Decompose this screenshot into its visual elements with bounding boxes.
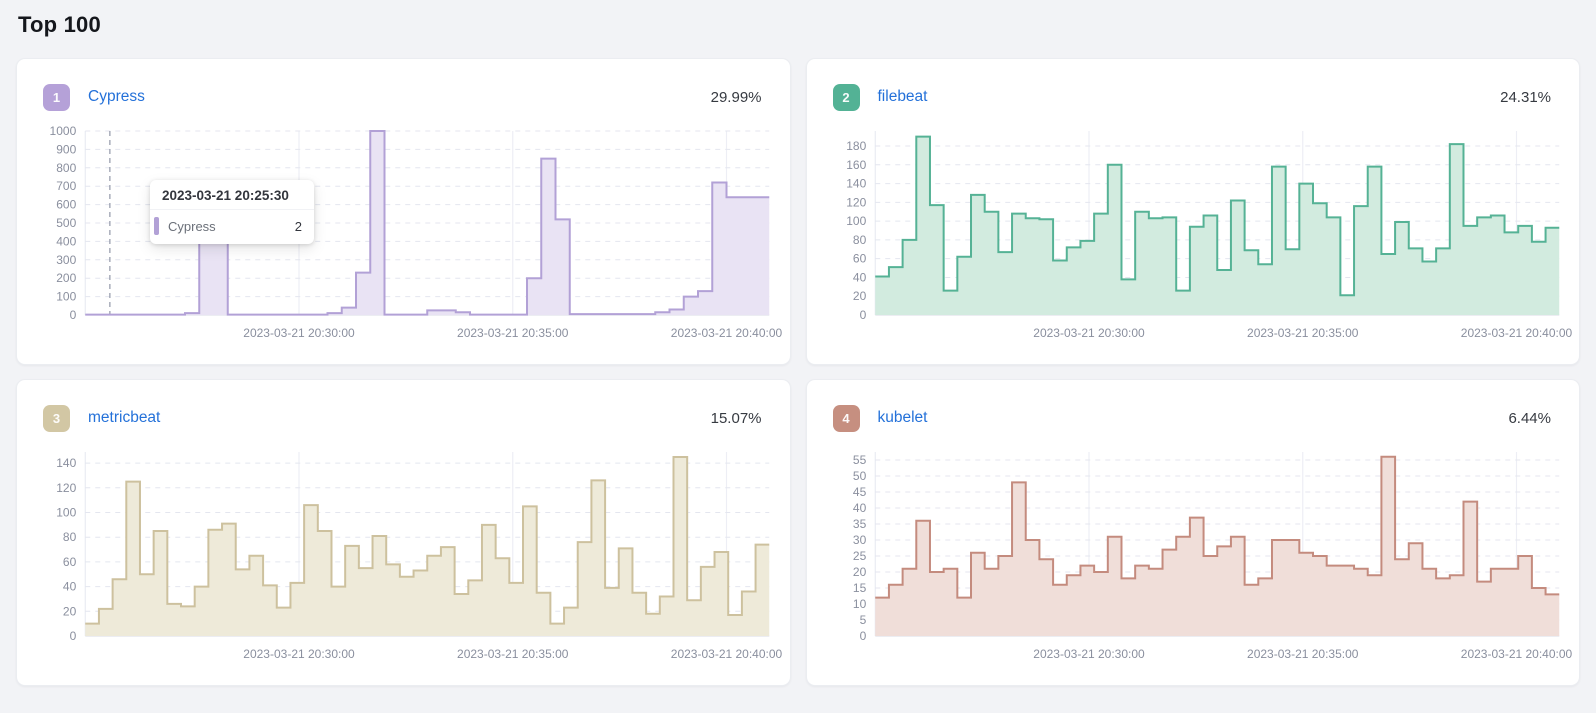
series-link-filebeat[interactable]: filebeat (877, 88, 928, 105)
svg-text:2023-03-21 20:35:00: 2023-03-21 20:35:00 (457, 326, 569, 340)
svg-text:2023-03-21 20:35:00: 2023-03-21 20:35:00 (1247, 326, 1359, 340)
chart-card-filebeat: 2 filebeat 24.31% 0 20 40 60 80 100 120 140 160 1… (805, 58, 1580, 365)
svg-text:35: 35 (852, 517, 866, 531)
svg-text:15: 15 (852, 581, 866, 595)
svg-text:20: 20 (852, 289, 866, 303)
area-chart-filebeat[interactable]: 0 20 40 60 80 100 120 140 160 180 2023-03-21 20:30… (823, 123, 1572, 345)
series-link-kubelet[interactable]: kubelet (877, 409, 928, 426)
tooltip-series-name: Cypress (168, 218, 216, 234)
card-header: 3 metricbeat 15.07% (43, 404, 762, 432)
svg-text:180: 180 (846, 139, 866, 153)
svg-text:25: 25 (852, 549, 866, 563)
chart-card-metricbeat: 3 metricbeat 15.07% 0 20 40 60 80 100 120 140 20… (16, 379, 791, 686)
svg-text:2023-03-21 20:30:00: 2023-03-21 20:30:00 (243, 647, 355, 661)
percent-value: 24.31% (1500, 88, 1551, 106)
card-header: 4 kubelet 6.44% (832, 404, 1551, 432)
svg-text:140: 140 (846, 177, 866, 191)
chart-tooltip: 2023-03-21 20:25:30 Cypress 2 (150, 180, 314, 244)
tooltip-timestamp: 2023-03-21 20:25:30 (150, 180, 314, 210)
svg-text:2023-03-21 20:40:00: 2023-03-21 20:40:00 (1460, 326, 1572, 340)
svg-text:600: 600 (56, 198, 76, 212)
svg-text:2023-03-21 20:35:00: 2023-03-21 20:35:00 (1247, 647, 1359, 661)
svg-text:120: 120 (846, 195, 866, 209)
svg-text:5: 5 (859, 613, 866, 627)
svg-text:2023-03-21 20:30:00: 2023-03-21 20:30:00 (1033, 647, 1145, 661)
svg-text:55: 55 (852, 453, 866, 467)
svg-text:2023-03-21 20:35:00: 2023-03-21 20:35:00 (457, 647, 569, 661)
svg-text:80: 80 (63, 530, 77, 544)
svg-text:0: 0 (70, 308, 77, 322)
svg-text:120: 120 (56, 481, 76, 495)
svg-text:40: 40 (63, 580, 77, 594)
svg-text:900: 900 (56, 142, 76, 156)
svg-text:200: 200 (56, 271, 76, 285)
svg-text:300: 300 (56, 253, 76, 267)
rank-badge: 4 (832, 404, 860, 432)
svg-text:2023-03-21 20:30:00: 2023-03-21 20:30:00 (243, 326, 355, 340)
rank-badge: 1 (43, 83, 70, 111)
svg-text:20: 20 (63, 604, 77, 618)
area-chart-cypress[interactable]: 0 100 200 300 400 500 600 700 800 900 1000 2023-03-… (33, 123, 783, 345)
area-chart-metricbeat[interactable]: 0 20 40 60 80 100 120 140 2023-03-21 20:30:00 202… (33, 444, 783, 666)
svg-text:20: 20 (852, 565, 866, 579)
area-chart-kubelet[interactable]: 0 5 10 15 20 25 30 35 40 45 50 55 2023-03-21 20:30:0… (823, 444, 1572, 666)
svg-text:2023-03-21 20:40:00: 2023-03-21 20:40:00 (671, 647, 783, 661)
tooltip-row: Cypress 2 (150, 210, 314, 244)
svg-text:100: 100 (56, 290, 76, 304)
svg-text:160: 160 (846, 158, 866, 172)
svg-text:60: 60 (852, 252, 866, 266)
svg-text:50: 50 (852, 469, 866, 483)
percent-value: 15.07% (710, 409, 762, 427)
percent-value: 29.99% (710, 88, 762, 106)
tooltip-value: 2 (294, 218, 302, 234)
svg-text:30: 30 (852, 533, 866, 547)
svg-text:2023-03-21 20:30:00: 2023-03-21 20:30:00 (1033, 326, 1145, 340)
svg-text:100: 100 (846, 214, 866, 228)
svg-text:40: 40 (852, 270, 866, 284)
charts-grid: 1 Cypress 29.99% 0 100 200 300 400 500 600 700 8… (16, 58, 1580, 686)
svg-text:140: 140 (56, 456, 76, 470)
svg-text:800: 800 (56, 161, 76, 175)
svg-text:10: 10 (852, 597, 866, 611)
svg-text:0: 0 (859, 629, 866, 643)
svg-text:500: 500 (56, 216, 76, 230)
svg-text:0: 0 (70, 629, 77, 643)
percent-value: 6.44% (1508, 409, 1551, 427)
card-header: 1 Cypress 29.99% (43, 83, 762, 111)
svg-text:40: 40 (852, 501, 866, 515)
series-link-cypress[interactable]: Cypress (88, 88, 145, 105)
svg-text:60: 60 (63, 555, 77, 569)
svg-text:2023-03-21 20:40:00: 2023-03-21 20:40:00 (671, 326, 783, 340)
card-header: 2 filebeat 24.31% (832, 83, 1551, 111)
svg-text:400: 400 (56, 234, 76, 248)
svg-text:80: 80 (852, 233, 866, 247)
rank-badge: 3 (43, 404, 70, 432)
svg-text:45: 45 (852, 485, 866, 499)
svg-text:0: 0 (859, 308, 866, 322)
svg-text:1000: 1000 (50, 124, 77, 138)
page-title: Top 100 (18, 12, 101, 37)
chart-card-cypress: 1 Cypress 29.99% 0 100 200 300 400 500 600 700 8… (16, 58, 791, 365)
chart-card-kubelet: 4 kubelet 6.44% 0 5 10 15 20 25 30 35 40 45 50 55 20… (805, 379, 1580, 686)
series-color-marker (154, 217, 159, 235)
svg-text:2023-03-21 20:40:00: 2023-03-21 20:40:00 (1460, 647, 1572, 661)
series-link-metricbeat[interactable]: metricbeat (88, 409, 161, 426)
svg-text:700: 700 (56, 179, 76, 193)
rank-badge: 2 (832, 83, 860, 111)
svg-text:100: 100 (56, 506, 76, 520)
